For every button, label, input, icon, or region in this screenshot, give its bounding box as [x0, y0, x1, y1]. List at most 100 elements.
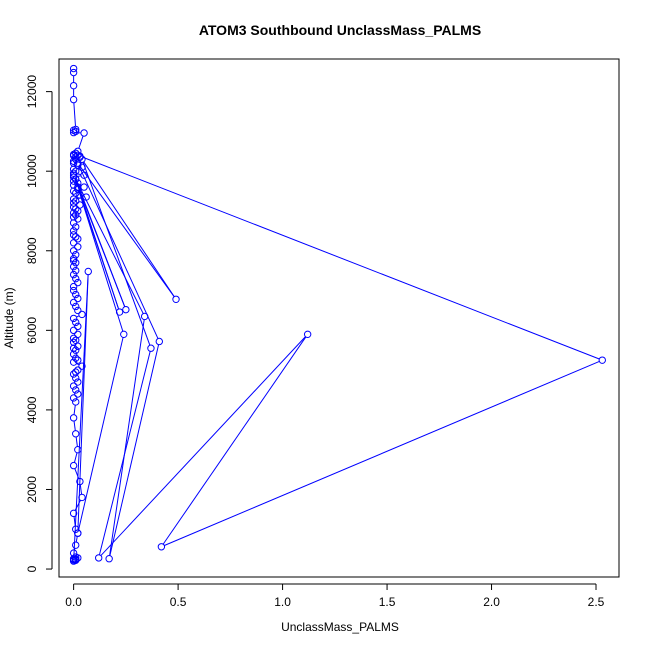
data-point	[78, 155, 86, 163]
data-point	[69, 557, 78, 565]
x-tick-label: 0.5	[170, 595, 187, 609]
series-segment	[78, 165, 159, 339]
series-segment	[78, 190, 124, 332]
y-axis: 0 2000 4000 6000 8000 10000 12000	[25, 75, 53, 572]
data-point	[72, 386, 80, 394]
data-point	[74, 306, 82, 315]
data-point	[74, 215, 82, 223]
data-point	[303, 330, 312, 339]
data-point	[69, 231, 78, 239]
y-tick-label: 8000	[25, 237, 39, 264]
series-segment	[79, 484, 83, 495]
x-tick-label: 2.5	[588, 595, 605, 609]
data-point	[115, 308, 124, 316]
data-point	[72, 211, 80, 219]
data-point	[72, 266, 80, 275]
series-segment	[82, 162, 151, 346]
data-point	[140, 312, 149, 321]
data-point	[74, 235, 82, 243]
data-point	[69, 298, 78, 307]
data-point	[72, 374, 80, 382]
data-point	[95, 554, 103, 562]
data-point	[74, 278, 82, 287]
data-point	[74, 378, 82, 386]
data-point	[122, 305, 130, 314]
data-point	[69, 219, 78, 227]
data-point	[69, 286, 78, 295]
data-point	[69, 394, 78, 402]
data-point	[72, 153, 80, 161]
data-point	[78, 310, 86, 319]
data-point	[598, 356, 606, 364]
data-point	[74, 366, 82, 374]
series-segment	[100, 336, 306, 556]
data-point	[74, 445, 82, 454]
y-tick-label: 12000	[25, 75, 39, 109]
data-point	[172, 295, 180, 304]
y-tick-label: 10000	[25, 154, 39, 188]
data-point	[69, 334, 78, 342]
data-point	[69, 350, 78, 358]
data-point	[74, 342, 82, 350]
data-point	[80, 129, 88, 137]
data-point	[69, 173, 78, 181]
data-point	[69, 81, 78, 90]
data-point	[72, 274, 80, 283]
data-point	[105, 554, 113, 563]
data-point	[69, 370, 78, 378]
data-point	[69, 509, 78, 518]
data-point	[69, 326, 78, 335]
series-segment	[164, 360, 600, 546]
y-tick-label: 2000	[25, 476, 39, 503]
data-point	[72, 318, 80, 327]
data-point	[74, 159, 82, 167]
data-point	[74, 183, 82, 191]
series-segment	[162, 336, 307, 545]
data-point	[69, 382, 78, 390]
data-point	[120, 330, 128, 339]
y-tick-label: 4000	[25, 396, 39, 423]
data-point	[69, 157, 78, 165]
series-segment	[75, 436, 78, 447]
data-point	[74, 356, 82, 364]
series-segment	[75, 536, 78, 543]
series-2	[69, 152, 606, 565]
chart-title: ATOM3 Southbound UnclassMass_PALMS	[199, 22, 481, 38]
data-point	[80, 183, 88, 191]
data-point	[69, 64, 78, 73]
series-layer	[69, 64, 606, 565]
series-segment	[73, 274, 89, 558]
data-point	[84, 267, 92, 276]
data-point	[69, 461, 78, 470]
data-point	[69, 95, 78, 104]
data-point	[76, 201, 84, 209]
data-point	[72, 430, 80, 438]
data-point	[72, 302, 80, 311]
series-segment	[73, 102, 76, 127]
data-point	[78, 362, 86, 370]
x-axis-label: UnclassMass_PALMS	[281, 620, 399, 634]
data-point	[147, 344, 155, 352]
data-point	[69, 195, 78, 203]
series-segment	[76, 181, 126, 307]
data-point	[72, 175, 80, 183]
series-segment	[109, 344, 160, 556]
series-segment	[82, 156, 600, 360]
data-point	[74, 322, 82, 331]
y-tick-label: 6000	[25, 317, 39, 344]
data-point	[157, 543, 166, 551]
x-tick-label: 2.0	[483, 595, 500, 609]
y-tick-label: 0	[25, 565, 39, 572]
series-segment	[73, 405, 76, 415]
data-point	[72, 398, 80, 406]
data-point	[69, 187, 78, 195]
x-tick-label: 0.0	[65, 595, 82, 609]
plot-frame	[58, 58, 620, 578]
data-point	[74, 529, 82, 537]
data-point	[69, 239, 78, 247]
x-tick-label: 1.5	[379, 595, 396, 609]
series-segment	[83, 161, 175, 297]
data-point	[72, 354, 80, 362]
data-point	[72, 258, 80, 267]
